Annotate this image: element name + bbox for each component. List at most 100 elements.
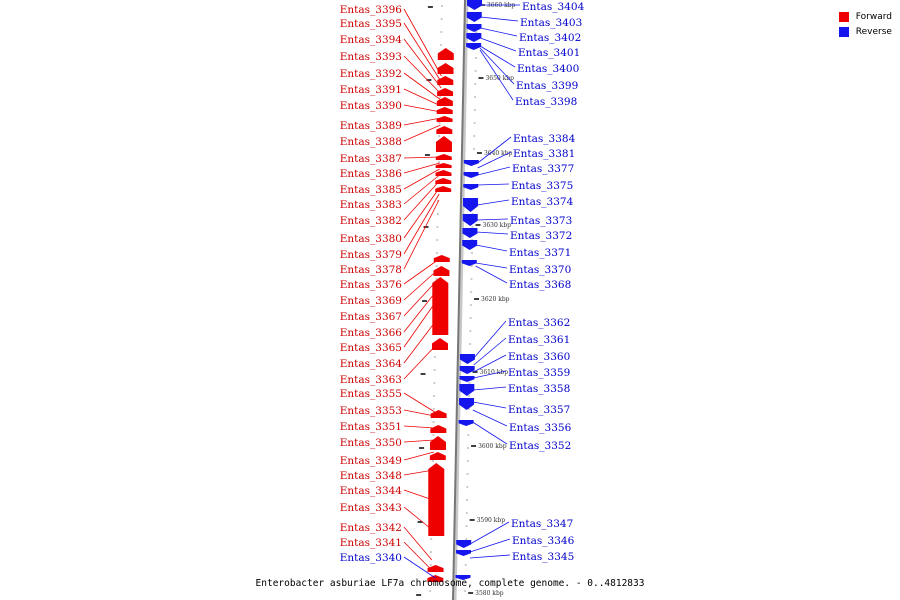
reverse-gene-label: Entas_3384 (513, 133, 576, 145)
forward-leader-line (403, 279, 438, 317)
forward-gene-label: Entas_3390 (340, 100, 402, 112)
forward-leader-line (403, 541, 432, 571)
forward-gene (435, 154, 452, 160)
reverse-leader-line (469, 538, 511, 553)
forward-leader-line (403, 506, 433, 531)
forward-gene-label: Entas_3341 (340, 537, 402, 549)
reverse-gene (463, 172, 479, 178)
forward-leader-line (403, 469, 434, 476)
caption: Enterobacter asburiae LF7a chromosome, c… (255, 578, 645, 589)
forward-leader-line (403, 269, 438, 301)
tick-label: 3640 kbp (484, 150, 513, 157)
forward-gene-label: Entas_3355 (340, 388, 402, 400)
tick-label: 3580 kbp (475, 590, 504, 597)
reverse-gene-label: Entas_3404 (522, 1, 585, 13)
forward-gene-label: Entas_3380 (340, 233, 402, 245)
backbone-shadow (452, 0, 469, 600)
reverse-leader-line (479, 47, 515, 85)
reverse-gene-label: Entas_3368 (509, 279, 571, 291)
tick-label: 3600 kbp (478, 443, 507, 450)
reverse-gene-label: Entas_3371 (509, 247, 571, 259)
forward-gene-label: Entas_3365 (340, 342, 402, 354)
forward-gene (435, 170, 452, 176)
forward-gene-label: Entas_3364 (340, 358, 403, 370)
reverse-swatch (838, 26, 849, 37)
reverse-gene-label: Entas_3372 (510, 230, 572, 242)
forward-leader-line (403, 489, 434, 501)
reverse-gene (463, 198, 479, 212)
forward-leader-line (403, 409, 435, 417)
forward-gene-label: Entas_3342 (340, 522, 402, 534)
reverse-gene-label: Entas_3360 (508, 351, 570, 363)
forward-gene-label: Entas_3391 (340, 84, 402, 96)
reverse-gene (459, 354, 475, 364)
reverse-gene-label: Entas_3357 (508, 404, 570, 416)
reverse-leader-line (472, 401, 507, 409)
forward-gene-label: Entas_3386 (340, 168, 403, 180)
forward-gene-label: Entas_3343 (340, 502, 402, 514)
forward-gene-label: Entas_3378 (340, 264, 402, 276)
reverse-leader-line (475, 265, 508, 284)
reverse-gene-label: Entas_3362 (508, 317, 570, 329)
forward-gene-label: Entas_3353 (340, 405, 402, 417)
forward-leader-line (403, 180, 440, 221)
forward-leader-line (403, 289, 438, 333)
forward-gene (427, 565, 444, 572)
legend: Forward Reverse (838, 9, 892, 39)
forward-gene (435, 178, 452, 184)
forward-leader-line (403, 38, 442, 89)
forward-leader-line (403, 199, 440, 270)
forward-leader-line (403, 319, 437, 364)
reverse-gene-label: Entas_3402 (519, 32, 581, 44)
reverse-gene-label: Entas_3370 (509, 264, 571, 276)
reverse-gene-label: Entas_3347 (511, 518, 573, 530)
forward-swatch (838, 11, 849, 22)
forward-gene-label: Entas_3348 (340, 470, 402, 482)
legend-forward: Forward (838, 9, 892, 24)
forward-gene-label: Entas_3376 (340, 279, 403, 291)
forward-gene-label: Entas_3383 (340, 199, 402, 211)
chromosome-backbone (452, 0, 466, 600)
reverse-gene-label: Entas_3345 (512, 551, 574, 563)
tick-label: 3660 kbp (487, 2, 516, 9)
reverse-gene (466, 24, 482, 32)
forward-gene (429, 452, 446, 460)
reverse-gene (466, 33, 482, 42)
reverse-gene-label: Entas_3346 (512, 535, 575, 547)
reverse-gene (462, 240, 478, 250)
forward-leader-line (403, 156, 440, 159)
reverse-gene-label: Entas_3352 (509, 440, 571, 452)
reverse-leader-line (479, 49, 514, 101)
forward-gene-label: Entas_3395 (340, 18, 402, 30)
forward-gene-label: Entas_3396 (340, 4, 403, 16)
forward-leader-line (403, 392, 435, 413)
reverse-leader-line (469, 554, 511, 559)
reverse-gene (462, 228, 478, 238)
forward-leader-line (403, 55, 442, 95)
forward-gene (437, 63, 454, 74)
forward-gene (427, 575, 444, 582)
reverse-leader-line (476, 218, 509, 221)
reverse-leader-line (476, 199, 510, 206)
forward-gene (436, 116, 453, 122)
forward-leader-line (403, 439, 435, 443)
reverse-gene (455, 575, 471, 580)
forward-leader-line (403, 168, 440, 190)
reverse-gene-label: Entas_3359 (508, 367, 570, 379)
reverse-leader-line (476, 231, 509, 235)
forward-gene-label: Entas_3388 (340, 136, 402, 148)
reverse-leader-line (480, 16, 519, 22)
forward-leader-line (403, 88, 442, 107)
reverse-leader-line (477, 166, 511, 176)
forward-gene (436, 97, 453, 106)
reverse-gene (462, 214, 478, 226)
tick-label: 3620 kbp (481, 296, 510, 303)
reverse-leader-line (473, 386, 507, 391)
forward-gene-label: Entas_3394 (340, 34, 403, 46)
reverse-gene-label: Entas_3401 (518, 47, 580, 59)
forward-gene (435, 163, 452, 168)
forward-gene (432, 338, 448, 350)
forward-leader-line (403, 526, 433, 561)
forward-gene-label: Entas_3363 (340, 374, 402, 386)
